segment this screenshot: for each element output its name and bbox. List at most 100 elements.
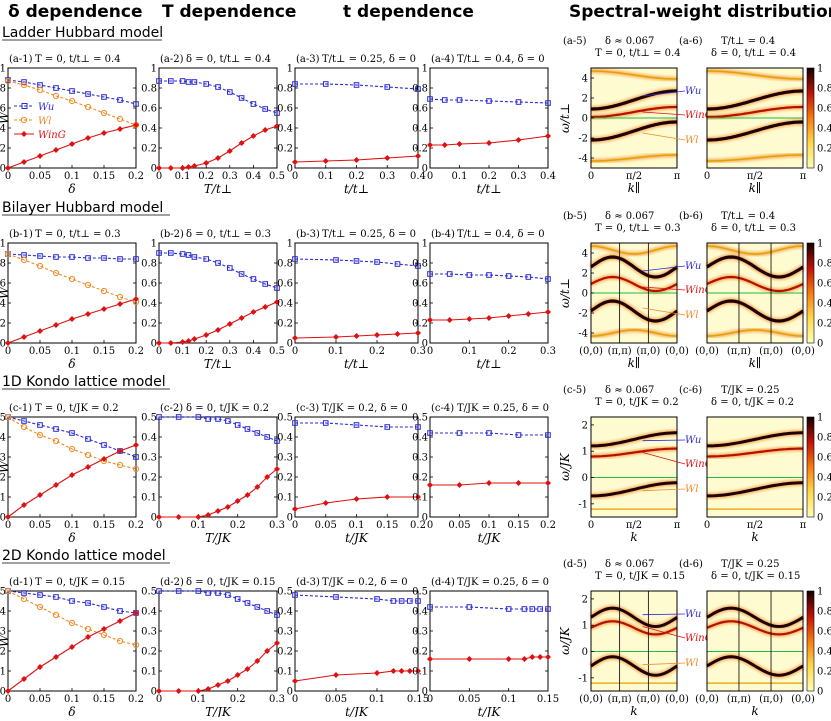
spectral-panel-b-6: (b-6) T/t⊥ = 0.4δ = 0, t/t⊥ = 0.3 (0,0) (π,… (679, 211, 831, 370)
y-tick-label: 0.1 (277, 493, 293, 504)
data-point-Wu (322, 81, 329, 87)
data-point-Wu (117, 97, 123, 103)
x-tick-label: 0 (292, 520, 298, 531)
series-line-Wu (295, 422, 418, 428)
x-tick-label: 0 (156, 171, 162, 182)
panel-label: (a-5) (563, 36, 587, 47)
data-point-WinG (175, 688, 182, 694)
x-tick-label: (0,0) (695, 346, 719, 357)
panel-label: (c-4) (431, 403, 454, 414)
data-point-Wu (133, 454, 139, 460)
y-tick-label: 0.4 (277, 299, 293, 310)
colorbar-tick-label: 0.2 (817, 493, 831, 504)
panel-params: δ = 0, t/t⊥ = 0.4 (186, 54, 271, 65)
series-line-Wu (7, 590, 137, 614)
data-point-Wu (185, 252, 192, 258)
x-tick-label: π (800, 171, 807, 182)
x-tick-label: (0,0) (579, 694, 603, 705)
x-tick-label: 0.2 (128, 694, 144, 705)
x-tick-label: 0.1 (318, 171, 334, 182)
panel-label: (b-1) (9, 229, 33, 240)
y-tick-label: 0.6 (0, 104, 6, 115)
data-point-Wl (68, 619, 76, 627)
data-point-Wu (333, 594, 339, 600)
x-tick-label: 0.2 (128, 520, 144, 531)
y-tick-label: 0.5 (277, 413, 293, 424)
data-point-Wl (52, 611, 60, 619)
colorbar-tick-label: 0.4 (817, 647, 831, 658)
y-tick-label: 0 (287, 339, 293, 350)
x-axis-label: δ (68, 182, 75, 196)
data-point-Wu (156, 588, 162, 594)
data-point-Wu (69, 598, 75, 604)
data-point-WinG (37, 492, 43, 498)
y-tick-label: 0.2 (141, 647, 157, 658)
panel-params-2: δ = 0, t/t⊥ = 0.4 (711, 48, 796, 59)
y-tick-label: 2 (582, 594, 588, 605)
x-tick-label: 0.15 (507, 520, 529, 531)
x-axis-label: T/JK (205, 531, 232, 545)
x-tick-label: (0,0) (791, 346, 815, 357)
series-line-WinG (159, 125, 278, 169)
x-axis-label: δ (68, 531, 75, 545)
data-point-Wu (168, 78, 174, 84)
panel-label: (b-4) (431, 229, 455, 240)
legend-label-Wl: Wl (38, 116, 51, 127)
data-point-Wu (244, 426, 251, 432)
x-tick-label: π/2 (626, 171, 642, 182)
y-tick-label: 0.8 (277, 84, 293, 95)
y-tick-label: 0 (422, 339, 428, 350)
data-point-WinG (390, 668, 397, 674)
data-point-WinG (250, 133, 257, 139)
data-point-WinG (545, 654, 551, 660)
data-point-WinG (101, 130, 107, 136)
data-point-WinG (406, 668, 413, 674)
y-tick-label: 0.2 (0, 319, 6, 330)
y-tick-label: -2 (578, 309, 588, 320)
legend-label-WinG: WinG (38, 130, 66, 141)
data-point-WinG (374, 332, 380, 338)
data-point-Wu (415, 424, 421, 430)
y-tick-label: 0.4 (141, 124, 157, 135)
data-point-Wu (156, 250, 162, 256)
x-tick-label: 0.4 (540, 171, 556, 182)
panel-params: T/JK = 0.2, δ = 0 (322, 403, 408, 414)
y-tick-label: 0.1 (141, 667, 157, 678)
y-tick-label: 0.1 (141, 493, 157, 504)
data-point-Wu (117, 608, 123, 614)
spectral-band (707, 447, 803, 458)
x-axis-label: k (630, 704, 637, 717)
annotation-pointer-Wu (642, 613, 686, 616)
plot-frame (590, 416, 678, 518)
y-tick-label: 1 (582, 447, 588, 458)
y-tick-label: 0.4 (141, 607, 157, 618)
plot-frame (706, 67, 804, 169)
plot-frame (158, 242, 278, 344)
y-tick-label: 0.3 (277, 627, 293, 638)
y-tick-label: 0.4 (141, 299, 157, 310)
spectral-band (707, 105, 803, 119)
x-tick-label: 0.3 (540, 346, 556, 357)
y-tick-label: 0.4 (412, 607, 428, 618)
data-point-WinG (234, 672, 241, 678)
y-tick-label: 0 (0, 339, 6, 350)
y-tick-label: 0.5 (0, 413, 6, 424)
data-point-Wu (292, 256, 298, 262)
data-point-Wu (264, 434, 270, 440)
colorbar-tick-label: 0.2 (817, 667, 831, 678)
data-point-Wu (390, 598, 397, 604)
y-tick-label: 0.4 (277, 433, 293, 444)
y-axis-label: W (0, 285, 11, 299)
y-tick-label: 0.8 (141, 259, 157, 270)
x-tick-label: 0 (588, 171, 594, 182)
model-title-1d-kondo: 1D Kondo lattice model (2, 374, 166, 390)
x-axis-label: T/JK (205, 705, 232, 717)
data-point-WinG (205, 686, 212, 692)
x-tick-label: 0 (704, 171, 710, 182)
data-point-WinG (398, 668, 405, 674)
data-point-WinG (156, 688, 162, 694)
y-tick-label: 0.4 (0, 124, 6, 135)
spectral-band (706, 275, 804, 293)
y-tick-label: 0.6 (277, 279, 293, 290)
panel-label: (b-6) (679, 211, 703, 222)
